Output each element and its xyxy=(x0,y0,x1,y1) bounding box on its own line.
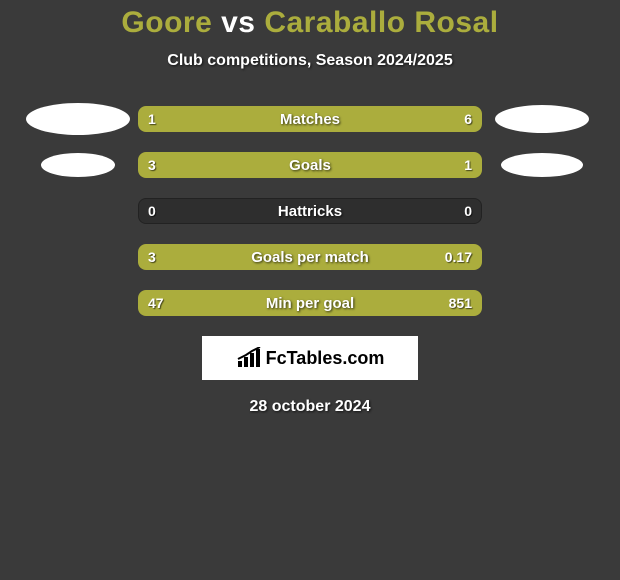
stat-label: Goals xyxy=(138,152,482,178)
stat-right-value: 1 xyxy=(454,152,482,178)
stat-bar: 3 Goals per match 0.17 xyxy=(138,244,482,270)
page-title: Goore vs Caraballo Rosal xyxy=(0,6,620,40)
stat-row: 1 Matches 6 xyxy=(0,106,620,132)
brand-chart-icon xyxy=(236,347,262,369)
date-text: 28 october 2024 xyxy=(0,398,620,416)
stat-label: Matches xyxy=(138,106,482,132)
title-vs: vs xyxy=(221,6,255,39)
stat-row: 3 Goals 1 xyxy=(0,152,620,178)
stat-right-value: 6 xyxy=(454,106,482,132)
stat-bar: 0 Hattricks 0 xyxy=(138,198,482,224)
player2-ellipse-icon xyxy=(501,153,583,177)
comparison-widget: Goore vs Caraballo Rosal Club competitio… xyxy=(0,0,620,416)
player1-ellipse-icon xyxy=(26,103,130,135)
stat-row: 0 Hattricks 0 xyxy=(0,198,620,224)
stat-right-value: 0.17 xyxy=(435,244,482,270)
stat-bar: 47 Min per goal 851 xyxy=(138,290,482,316)
stat-row: 3 Goals per match 0.17 xyxy=(0,244,620,270)
title-player2: Caraballo Rosal xyxy=(264,6,498,39)
right-side xyxy=(482,105,602,133)
branding-box[interactable]: FcTables.com xyxy=(202,336,418,380)
left-side xyxy=(18,103,138,135)
stat-right-value: 0 xyxy=(454,198,482,224)
stat-label: Hattricks xyxy=(138,198,482,224)
player1-ellipse-icon xyxy=(41,153,115,177)
stat-label: Min per goal xyxy=(138,290,482,316)
stat-right-value: 851 xyxy=(439,290,482,316)
subtitle: Club competitions, Season 2024/2025 xyxy=(0,52,620,70)
stat-bar: 3 Goals 1 xyxy=(138,152,482,178)
stats-rows: 1 Matches 6 3 Goals 1 xyxy=(0,106,620,316)
right-side xyxy=(482,153,602,177)
stat-bar: 1 Matches 6 xyxy=(138,106,482,132)
stat-row: 47 Min per goal 851 xyxy=(0,290,620,316)
left-side xyxy=(18,153,138,177)
brand-text: FcTables.com xyxy=(266,348,385,369)
stat-label: Goals per match xyxy=(138,244,482,270)
title-player1: Goore xyxy=(121,6,212,39)
player2-ellipse-icon xyxy=(495,105,589,133)
